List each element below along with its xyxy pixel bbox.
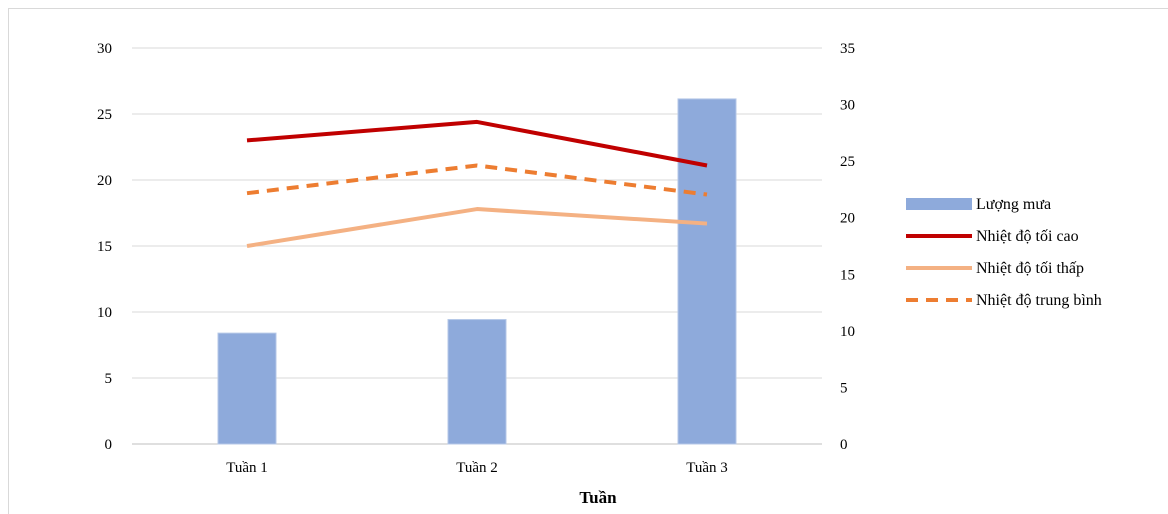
x-tick-label: Tuần 1	[226, 460, 268, 476]
y-right-tick-label: 15	[840, 267, 855, 283]
y-right-tick-label: 5	[840, 380, 848, 396]
y-right-tick-label: 25	[840, 154, 855, 170]
y-left-tick-label: 5	[105, 371, 113, 387]
y-left-tick-label: 15	[97, 239, 112, 255]
y-right-tick-label: 0	[840, 437, 848, 453]
legend-label: Nhiệt độ trung bình	[976, 292, 1102, 309]
y-right-tick-label: 20	[840, 211, 855, 227]
x-tick-label: Tuần 3	[686, 460, 728, 476]
y-axis-right-ticks: 0 5 10 15 20 25 30 35	[840, 41, 855, 453]
y-left-tick-label: 25	[97, 107, 112, 123]
y-left-tick-label: 10	[97, 305, 112, 321]
legend-label: Nhiệt độ tối thấp	[976, 260, 1084, 277]
y-right-tick-label: 35	[840, 41, 855, 57]
legend-label: Nhiệt độ tối cao	[976, 228, 1079, 245]
x-axis-title: Tuần	[579, 488, 617, 507]
chart-frame	[8, 8, 1168, 514]
legend-label: Lượng mưa	[976, 196, 1051, 213]
line-series	[246, 119, 708, 248]
y-left-tick-label: 20	[97, 173, 112, 189]
y-right-tick-label: 30	[840, 98, 855, 114]
y-left-tick-label: 30	[97, 41, 112, 57]
x-axis-ticks: Tuần 1 Tuần 2 Tuần 3	[226, 460, 728, 476]
bar	[447, 319, 507, 445]
bar-series	[217, 98, 737, 445]
legend-swatch	[906, 198, 972, 210]
series-line	[246, 163, 708, 197]
series-line	[246, 207, 708, 248]
y-axis-left-ticks: 0 5 10 15 20 25 30	[97, 41, 112, 453]
series-line	[246, 119, 708, 168]
bar	[677, 98, 737, 445]
x-tick-label: Tuần 2	[456, 460, 498, 476]
bar	[217, 332, 277, 445]
y-right-tick-label: 10	[840, 324, 855, 340]
legend: Lượng mưa Nhiệt độ tối cao Nhiệt độ tối th…	[906, 196, 1102, 309]
y-left-tick-label: 0	[105, 437, 113, 453]
